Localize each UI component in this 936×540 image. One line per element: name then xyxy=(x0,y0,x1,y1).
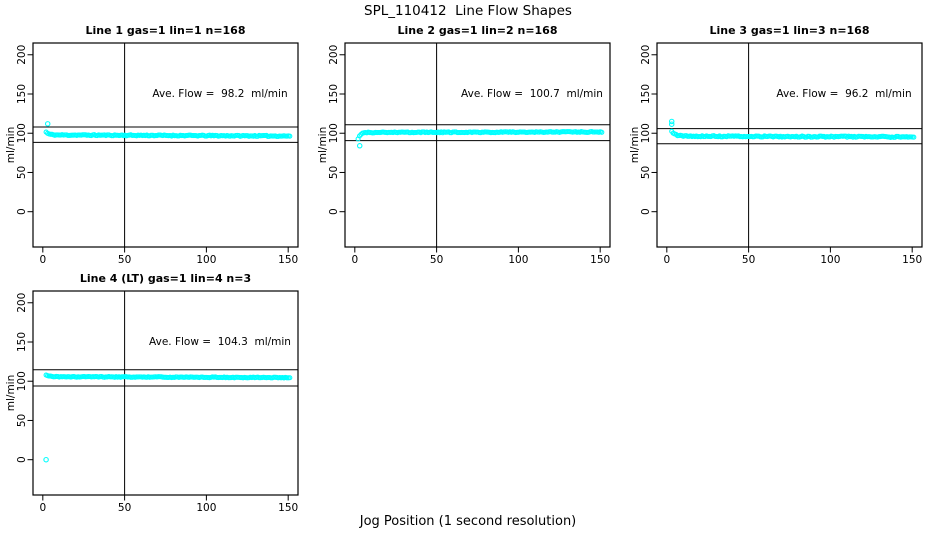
x-tick-label: 50 xyxy=(742,254,755,266)
outlier-point xyxy=(668,118,675,125)
ave-flow-annotation: Ave. Flow = 100.7 ml/min xyxy=(461,88,603,100)
x-tick-label: 100 xyxy=(508,254,528,266)
y-axis-label: ml/min xyxy=(5,127,17,163)
panel-title: Line 1 gas=1 lin=1 n=168 xyxy=(85,24,245,37)
x-tick-label: 100 xyxy=(196,502,216,514)
data-points xyxy=(355,129,605,149)
y-axis-label: ml/min xyxy=(317,127,329,163)
plot-line-2: 0 50 100 150 0 50 100 150 200 Line 2 gas=1 lin=2… xyxy=(317,24,611,266)
plot-content: 0 50 100 150 0 50 100 150 200 xyxy=(640,42,923,266)
x-tick-label: 50 xyxy=(118,254,131,266)
x-tick-label: 0 xyxy=(39,254,46,266)
y-tick-label: 200 xyxy=(16,45,28,65)
data-points xyxy=(43,372,293,463)
y-tick-label: 100 xyxy=(16,371,28,391)
plot-line-1: 0 50 100 150 0 50 100 150 200 Line 1 gas=1 lin=1… xyxy=(5,24,299,266)
y-tick-label: 150 xyxy=(16,84,28,104)
y-tick-label: 0 xyxy=(16,456,28,463)
x-tick-label: 100 xyxy=(196,254,216,266)
y-tick-label: 50 xyxy=(16,166,28,179)
y-tick-label: 150 xyxy=(16,332,28,352)
x-tick-label: 150 xyxy=(590,254,610,266)
panel-title: Line 4 (LT) gas=1 lin=4 n=3 xyxy=(80,272,251,285)
panel-title: Line 2 gas=1 lin=2 n=168 xyxy=(397,24,557,37)
y-axis-label: ml/min xyxy=(5,375,17,411)
y-tick-label: 0 xyxy=(16,208,28,215)
ave-flow-annotation: Ave. Flow = 98.2 ml/min xyxy=(152,88,287,100)
data-points xyxy=(668,118,917,140)
plot-box xyxy=(32,42,299,248)
plot-content: 0 50 100 150 0 50 100 150 200 xyxy=(328,42,611,266)
panel-line-4: 0 50 100 150 0 50 100 150 200 Line 4 (LT) gas=1 … xyxy=(0,261,306,515)
panel-title: Line 3 gas=1 lin=3 n=168 xyxy=(709,24,869,37)
y-axis-label: ml/min xyxy=(629,127,641,163)
y-tick-label: 100 xyxy=(16,123,28,143)
y-tick-label: 150 xyxy=(640,84,652,104)
outlier-point xyxy=(44,121,51,127)
panel-line-2: 0 50 100 150 0 50 100 150 200 Line 2 gas=1 lin=2… xyxy=(312,13,618,267)
y-tick-label: 0 xyxy=(640,208,652,215)
x-axis-label-shared: Jog Position (1 second resolution) xyxy=(359,514,577,529)
y-tick-label: 100 xyxy=(328,123,340,143)
outlier-point xyxy=(356,143,363,149)
y-tick-label: 100 xyxy=(640,123,652,143)
x-tick-label: 150 xyxy=(902,254,922,266)
y-tick-label: 50 xyxy=(640,166,652,179)
outlier-point xyxy=(668,121,675,127)
x-tick-label: 0 xyxy=(39,502,46,514)
y-tick-label: 200 xyxy=(16,293,28,313)
x-tick-label: 0 xyxy=(351,254,358,266)
y-tick-label: 0 xyxy=(328,208,340,215)
plot-box xyxy=(656,42,923,248)
figure-title: SPL_110412 Line Flow Shapes xyxy=(364,3,572,19)
panel-line-1: 0 50 100 150 0 50 100 150 200 Line 1 gas=1 lin=1… xyxy=(0,13,306,267)
plot-content: 0 50 100 150 0 50 100 150 200 xyxy=(16,290,299,514)
x-tick-label: 150 xyxy=(278,254,298,266)
y-tick-label: 50 xyxy=(328,166,340,179)
plot-content: 0 50 100 150 0 50 100 150 200 xyxy=(16,42,299,266)
x-tick-label: 100 xyxy=(820,254,840,266)
plot-line-4: 0 50 100 150 0 50 100 150 200 Line 4 (LT) gas=1 … xyxy=(5,272,299,514)
plot-line-3: 0 50 100 150 0 50 100 150 200 Line 3 gas=1 lin=3… xyxy=(629,24,923,266)
ave-flow-annotation: Ave. Flow = 96.2 ml/min xyxy=(776,88,911,100)
outlier-point xyxy=(43,456,49,463)
x-tick-label: 50 xyxy=(430,254,443,266)
x-tick-label: 0 xyxy=(663,254,670,266)
y-tick-label: 200 xyxy=(328,45,340,65)
y-tick-label: 200 xyxy=(640,45,652,65)
ave-flow-annotation: Ave. Flow = 104.3 ml/min xyxy=(149,336,291,348)
data-points xyxy=(43,121,293,140)
panel-line-3: 0 50 100 150 0 50 100 150 200 Line 3 gas=1 lin=3… xyxy=(624,13,930,267)
x-tick-label: 150 xyxy=(278,502,298,514)
y-tick-label: 50 xyxy=(16,414,28,427)
x-tick-label: 50 xyxy=(118,502,131,514)
plot-box xyxy=(344,42,611,248)
y-tick-label: 150 xyxy=(328,84,340,104)
plot-box xyxy=(32,290,299,496)
